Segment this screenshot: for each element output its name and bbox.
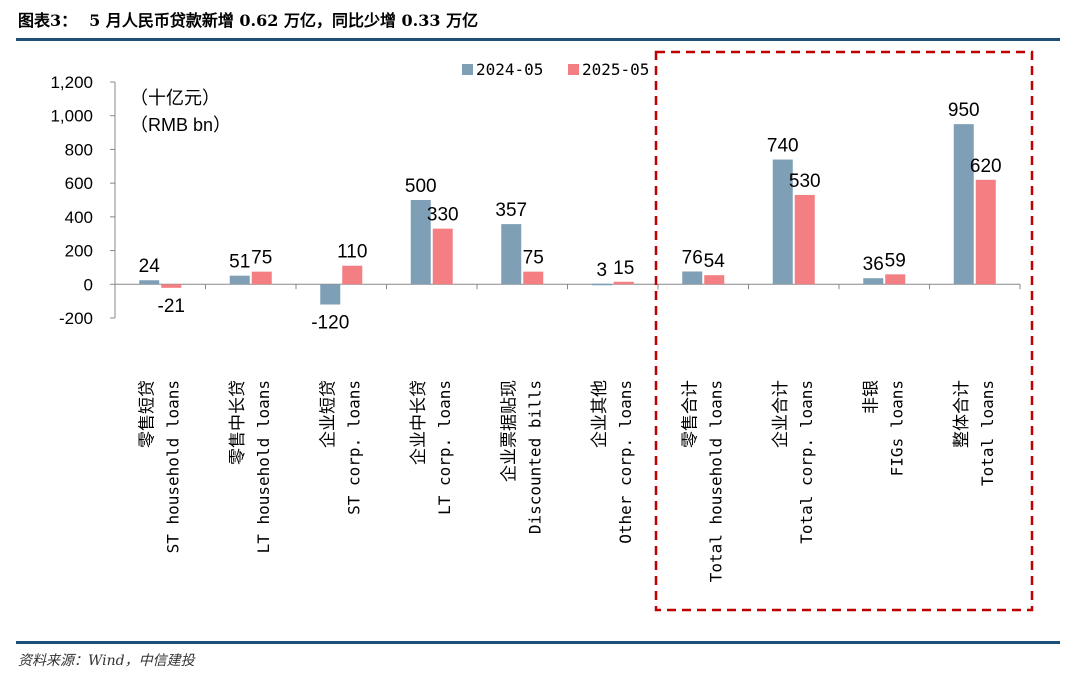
y-tick-label: 200 bbox=[65, 242, 93, 261]
category-label: 企业中长贷 LT corp. loans bbox=[409, 380, 454, 515]
data-label: 51 bbox=[229, 252, 250, 273]
bar-2024-05 bbox=[772, 159, 793, 285]
bar-2025-05 bbox=[975, 179, 996, 285]
bar-2024-05 bbox=[953, 124, 974, 285]
category-label-cn: 企业票据贴现 bbox=[499, 380, 519, 482]
legend-label: 2024-05 bbox=[476, 60, 543, 79]
data-label: 530 bbox=[789, 171, 821, 192]
bar-2025-05 bbox=[251, 271, 272, 285]
category-label-en: ST corp. loans bbox=[344, 380, 363, 515]
data-label: 15 bbox=[613, 258, 634, 279]
y-tick-label: 800 bbox=[65, 140, 93, 159]
category-label-en: FIGs loans bbox=[887, 380, 906, 476]
data-label: 75 bbox=[251, 248, 272, 269]
category-label-en: Other corp. loans bbox=[616, 380, 635, 544]
chart-category-labels: 零售短贷 ST household loans 零售中长贷 LT household … bbox=[137, 380, 997, 582]
data-label: 54 bbox=[704, 251, 726, 272]
bar-2025-05 bbox=[161, 284, 182, 288]
chart-bars bbox=[139, 124, 996, 305]
data-label: 740 bbox=[767, 136, 799, 157]
category-label-cn: 企业合计 bbox=[771, 380, 791, 448]
figure-label: 图表3： bbox=[18, 11, 78, 30]
category-label: 零售中长贷 LT household loans bbox=[228, 380, 273, 553]
bar-2024-05 bbox=[591, 283, 612, 286]
bar-2025-05 bbox=[523, 271, 544, 285]
data-label: 110 bbox=[337, 242, 367, 263]
legend-swatch bbox=[568, 64, 579, 75]
bar-2025-05 bbox=[613, 281, 634, 285]
data-label: 3 bbox=[596, 260, 607, 281]
bar-2024-05 bbox=[682, 271, 703, 285]
category-label: 企业短贷 ST corp. loans bbox=[318, 380, 363, 515]
category-label-en: Total household loans bbox=[706, 380, 725, 582]
data-label: -21 bbox=[158, 296, 185, 317]
category-label-cn: 企业中长贷 bbox=[409, 380, 429, 465]
chart-legend: 2024-05 2025-05 bbox=[462, 60, 649, 79]
category-label-en: Discounted bills bbox=[525, 380, 544, 534]
bar-2025-05 bbox=[885, 274, 906, 285]
category-label-en: LT corp. loans bbox=[435, 380, 454, 515]
category-label-en: Total corp. loans bbox=[797, 380, 816, 544]
top-rule bbox=[16, 38, 1060, 41]
bar-2025-05 bbox=[432, 228, 453, 285]
category-label-cn: 企业短贷 bbox=[318, 380, 338, 448]
bar-2025-05 bbox=[794, 194, 815, 285]
bar-2025-05 bbox=[342, 265, 363, 285]
figure-title: 图表3： 5 月人民币贷款新增 0.62 万亿，同比少增 0.33 万亿 bbox=[18, 8, 1058, 34]
bar-2024-05 bbox=[863, 278, 884, 285]
y-tick-label: 600 bbox=[65, 174, 93, 193]
category-label: 零售短贷 ST household loans bbox=[137, 380, 182, 553]
data-label: 620 bbox=[970, 156, 1002, 177]
category-label-en: ST household loans bbox=[163, 380, 182, 553]
category-label-cn: 企业其他 bbox=[590, 380, 610, 448]
figure-title-text: 5 月人民币贷款新增 0.62 万亿，同比少增 0.33 万亿 bbox=[89, 11, 479, 30]
data-label: 330 bbox=[427, 205, 459, 226]
data-label: 500 bbox=[405, 176, 437, 197]
category-label: 整体合计 Total loans bbox=[952, 380, 997, 486]
data-label: 24 bbox=[139, 256, 161, 277]
chart-units: （十亿元） （RMB bn） bbox=[130, 88, 231, 135]
category-label: 企业其他 Other corp. loans bbox=[590, 380, 635, 544]
highlight-box bbox=[654, 50, 1034, 612]
unit-label-en: （RMB bn） bbox=[130, 115, 231, 135]
data-label: -120 bbox=[311, 313, 349, 334]
y-tick-label: 1,200 bbox=[50, 73, 93, 92]
data-label: 357 bbox=[495, 200, 527, 221]
y-tick-label: -200 bbox=[59, 309, 93, 328]
data-label: 950 bbox=[948, 100, 980, 121]
legend-label: 2025-05 bbox=[582, 60, 649, 79]
category-label-cn: 整体合计 bbox=[952, 380, 972, 448]
bar-2024-05 bbox=[501, 224, 522, 285]
bar-2024-05 bbox=[320, 284, 341, 305]
data-label: 59 bbox=[885, 250, 906, 271]
category-label-cn: 非银 bbox=[861, 380, 881, 414]
bar-2025-05 bbox=[704, 275, 725, 285]
data-label: 76 bbox=[682, 247, 703, 268]
bar-2024-05 bbox=[139, 280, 160, 285]
chart-axes: 1,200 1,000 800 600 400 200 0 -200 bbox=[50, 73, 1021, 328]
category-label-en: LT household loans bbox=[254, 380, 273, 553]
category-label-en: Total loans bbox=[978, 380, 997, 486]
data-label: 36 bbox=[863, 254, 884, 275]
category-label: 非银 FIGs loans bbox=[861, 380, 906, 476]
data-label: 75 bbox=[523, 248, 544, 269]
legend-swatch bbox=[462, 64, 473, 75]
y-tick-label: 400 bbox=[65, 208, 93, 227]
category-label: 企业票据贴现 Discounted bills bbox=[499, 380, 544, 534]
category-label-cn: 零售中长贷 bbox=[228, 380, 248, 465]
category-label-cn: 零售合计 bbox=[680, 380, 700, 448]
y-tick-label: 0 bbox=[84, 275, 93, 294]
y-tick-label: 1,000 bbox=[50, 107, 93, 126]
category-label-cn: 零售短贷 bbox=[137, 380, 157, 448]
category-label: 零售合计 Total household loans bbox=[680, 380, 725, 582]
bottom-rule bbox=[16, 641, 1060, 644]
bar-2024-05 bbox=[410, 200, 431, 285]
category-label: 企业合计 Total corp. loans bbox=[771, 380, 816, 544]
source-note: 资料来源：Wind，中信建投 bbox=[18, 653, 195, 669]
bar-2024-05 bbox=[229, 275, 250, 285]
unit-label-cn: （十亿元） bbox=[130, 88, 220, 109]
